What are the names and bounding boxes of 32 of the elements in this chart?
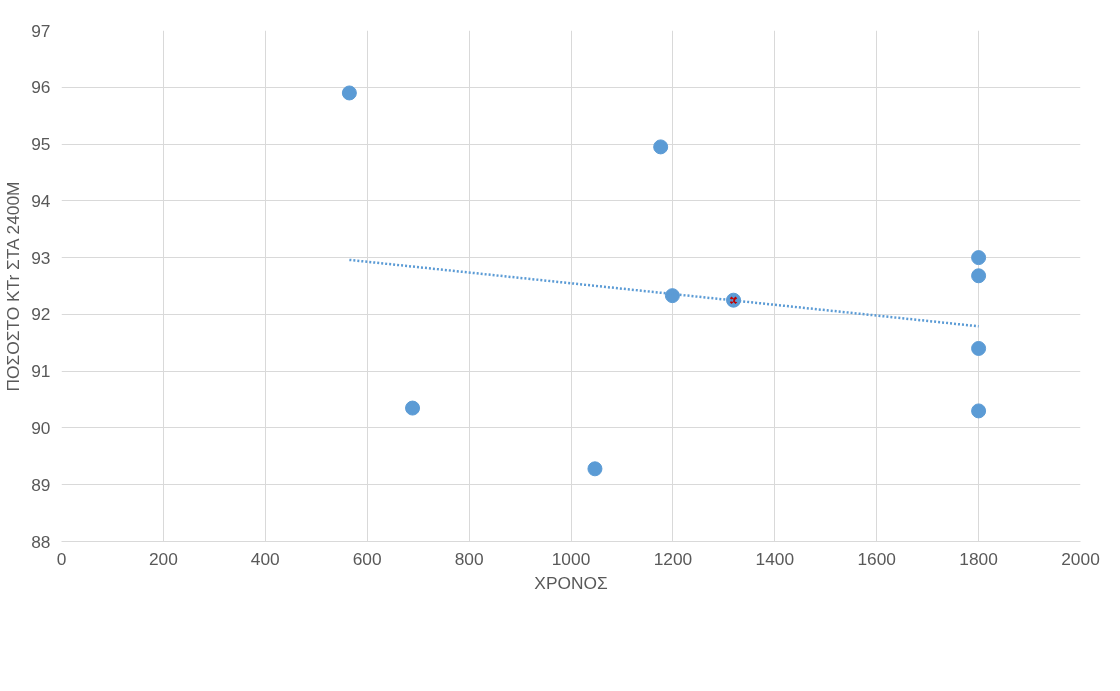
point: [653, 139, 669, 155]
y-tick-label: 92: [31, 304, 51, 325]
point: [587, 461, 603, 477]
x-tick-label: 1800: [959, 548, 998, 569]
x-tick-label: 1600: [857, 548, 896, 569]
y-tick-label: 96: [31, 77, 51, 98]
y-tick-label: 88: [31, 531, 51, 552]
point: [664, 288, 680, 304]
y-tick-label: 94: [31, 190, 51, 211]
x-tick-label: 2000: [1061, 548, 1100, 569]
y-tick-label: 91: [31, 361, 51, 382]
y-tick-label: 93: [31, 247, 51, 268]
x-tick-label: 0: [56, 548, 67, 569]
point: [971, 340, 987, 356]
x-tick-label: 1200: [653, 548, 693, 569]
point: [405, 400, 421, 416]
y-tick-label: 89: [31, 474, 51, 495]
y-axis-title: ΠΟΣΟΣΤΟ KTr ΣΤΑ 2400M: [3, 181, 24, 392]
x-tick-label: 1400: [755, 548, 795, 569]
point: [971, 403, 987, 419]
point: [341, 85, 357, 101]
point: [971, 268, 987, 284]
y-tick-label: 95: [31, 134, 51, 155]
x-tick-label: 1000: [551, 548, 591, 569]
x-axis-title: ΧΡΟΝΟΣ: [534, 572, 608, 593]
point: [971, 250, 987, 266]
x-tick-label: 200: [148, 548, 178, 569]
y-tick-label: 97: [31, 20, 51, 41]
y-tick-label: 90: [31, 417, 51, 438]
x-tick-label: 400: [250, 548, 280, 569]
x-tick-label: 800: [454, 548, 484, 569]
x-tick-label: 600: [352, 548, 382, 569]
